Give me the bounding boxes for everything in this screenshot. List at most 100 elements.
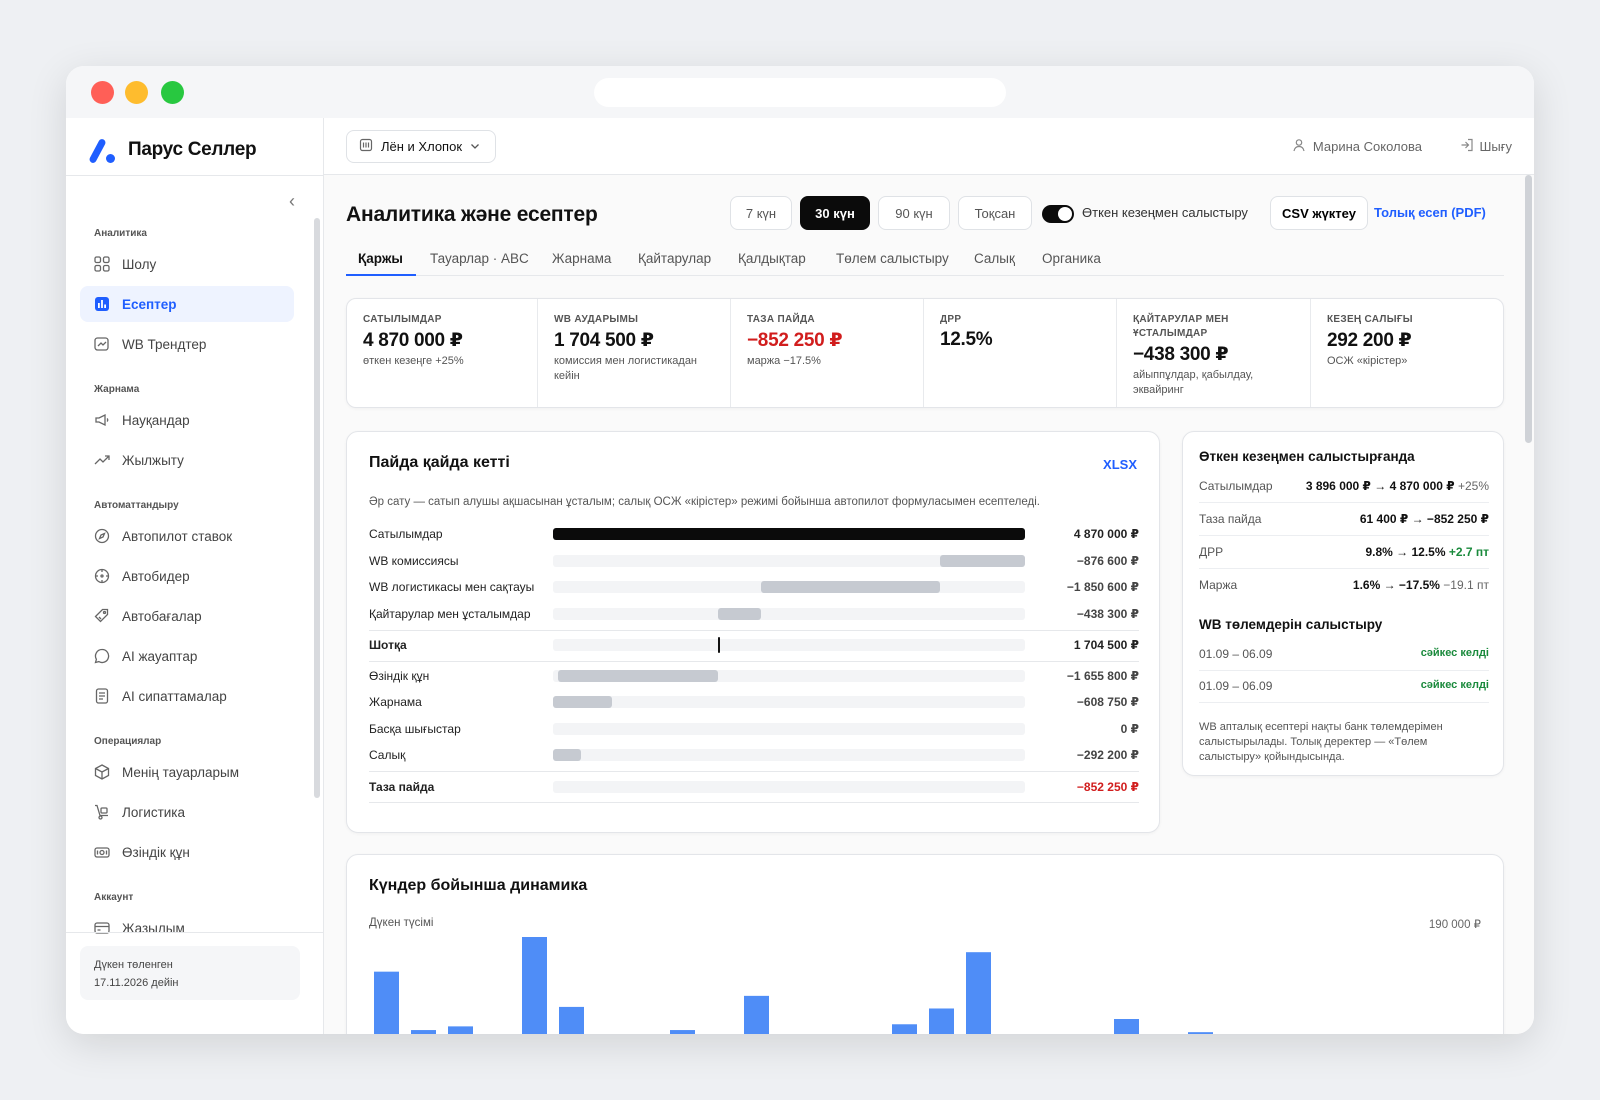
payment-row: 01.09 – 06.09 сәйкес келді <box>1199 638 1489 671</box>
sidebar-item-my-products[interactable]: Менің тауарларым <box>80 754 294 790</box>
card-description: Әр сату — сатып алушы ақшасынан ұсталым;… <box>369 496 1040 508</box>
waterfall-row-label: Сатылымдар <box>369 527 443 541</box>
chart-bar[interactable] <box>892 1024 917 1034</box>
card-title: Пайда қайда кетті <box>369 454 510 471</box>
divider <box>369 661 1139 662</box>
full-report-pdf-link[interactable]: Толық есеп (PDF) <box>1374 205 1486 220</box>
chart-bar[interactable] <box>522 937 547 1034</box>
minimize-window-button[interactable] <box>125 81 148 104</box>
comparison-title: Өткен кезеңмен салыстырғанда <box>1199 449 1415 464</box>
sidebar-item-ai-descriptions[interactable]: AI сипаттамалар <box>80 678 294 714</box>
chart-bar[interactable] <box>1188 1032 1213 1034</box>
chart-bar[interactable] <box>374 971 399 1034</box>
period-7-days-button[interactable]: 7 күн <box>730 196 792 230</box>
compare-toggle[interactable] <box>1042 205 1074 223</box>
brand[interactable]: Парус Селлер <box>88 136 257 165</box>
comparison-metric: Маржа <box>1199 578 1238 592</box>
waterfall-row-amount: 4 870 000 ₽ <box>1073 527 1139 541</box>
close-window-button[interactable] <box>91 81 114 104</box>
comparison-change: 9.8% → 12.5% <box>1365 545 1446 559</box>
maximize-window-button[interactable] <box>161 81 184 104</box>
comparison-delta: −19.1 пт <box>1439 578 1489 592</box>
tab-payment-reconciliation[interactable]: Төлем салыстыру <box>836 251 949 266</box>
chart-bar[interactable] <box>1114 1019 1139 1034</box>
divider <box>369 802 1139 803</box>
collapse-sidebar-icon[interactable]: ‹ <box>289 191 295 211</box>
kpi-sub: өткен кезеңге +25% <box>363 355 464 367</box>
top-header: Лён и Хлопок Марина Соколова Шығу <box>324 118 1534 175</box>
csv-download-button[interactable]: CSV жүктеу <box>1270 196 1368 230</box>
main-scrollbar[interactable] <box>1525 175 1532 443</box>
waterfall-row: Басқа шығыстар 0 ₽ <box>369 716 1139 743</box>
sidebar-scrollbar[interactable] <box>314 218 320 798</box>
logout-button[interactable]: Шығу <box>1460 138 1512 155</box>
chart-bar[interactable] <box>411 1030 436 1034</box>
kpi-net-profit: ТАЗА ПАЙДА −852 250 ₽ маржа −17.5% <box>730 299 923 407</box>
tab-returns[interactable]: Қайтарулар <box>638 251 712 266</box>
waterfall-row: Таза пайда −852 250 ₽ <box>369 774 1139 801</box>
sidebar-item-overview[interactable]: Шолу <box>80 246 294 282</box>
tab-products-abc[interactable]: Тауарлар · ABC <box>430 251 529 266</box>
document-icon <box>94 688 110 704</box>
comparison-row: Сатылымдар 3 896 000 ₽ → 4 870 000 ₽ +25% <box>1199 470 1489 503</box>
comparison-change: 61 400 ₽ → −852 250 ₽ <box>1359 512 1489 526</box>
tab-organic[interactable]: Органика <box>1042 251 1101 266</box>
price-tag-icon <box>94 608 110 624</box>
waterfall-row: Өзіндік құн −1 655 800 ₽ <box>369 663 1139 690</box>
sidebar-item-subscription[interactable]: Жазылым <box>80 910 294 946</box>
sidebar-item-wb-trends[interactable]: WB Трендтер <box>80 326 294 362</box>
kpi-label: WB АУДАРЫМЫ <box>554 314 639 325</box>
period-90-days-button[interactable]: 90 күн <box>878 196 950 230</box>
waterfall-bar <box>553 696 612 708</box>
sidebar-item-logistics[interactable]: Логистика <box>80 794 294 830</box>
brand-name: Парус Селлер <box>128 139 257 160</box>
waterfall-row-amount: −1 850 600 ₽ <box>1066 580 1139 594</box>
grid-icon <box>94 256 110 272</box>
group-analytics-title: Аналитика <box>94 228 147 239</box>
address-bar[interactable] <box>594 78 1006 107</box>
chart-bar[interactable] <box>559 1006 584 1034</box>
chart-bar[interactable] <box>929 1008 954 1034</box>
period-30-days-button[interactable]: 30 күн <box>800 196 870 230</box>
sidebar-item-label: Автопилот ставок <box>122 528 233 544</box>
comparison-value: 1.6% → −17.5% −19.1 пт <box>1353 578 1489 592</box>
sidebar-item-autobidder[interactable]: Автобидер <box>80 558 294 594</box>
waterfall-row-amount: 1 704 500 ₽ <box>1073 638 1139 652</box>
chart-bar[interactable] <box>670 1030 695 1034</box>
waterfall-row-label: Өзіндік құн <box>369 669 430 683</box>
store-icon <box>359 138 373 155</box>
sidebar-item-cost-price[interactable]: Өзіндік құн <box>80 834 294 870</box>
comparison-row: Таза пайда 61 400 ₽ → −852 250 ₽ <box>1199 503 1489 536</box>
kpi-label: КЕЗЕҢ САЛЫҒЫ <box>1327 314 1413 325</box>
waterfall-row-amount: −852 250 ₽ <box>1076 780 1139 794</box>
kpi-value: 292 200 ₽ <box>1327 330 1412 351</box>
kpi-label: САТЫЛЫМДАР <box>363 314 442 325</box>
waterfall-track <box>553 723 1025 735</box>
sidebar-item-promotion[interactable]: Жылжыту <box>80 442 294 478</box>
comparison-change: 3 896 000 ₽ → 4 870 000 ₽ <box>1305 479 1455 493</box>
waterfall-row: WB комиссиясы −876 600 ₽ <box>369 548 1139 575</box>
sidebar-item-bid-autopilot[interactable]: Автопилот ставок <box>80 518 294 554</box>
waterfall-bar <box>553 749 582 761</box>
store-select[interactable]: Лён и Хлопок <box>346 130 496 163</box>
chart-bar[interactable] <box>744 995 769 1034</box>
user-menu[interactable]: Марина Соколова <box>1292 138 1422 155</box>
kpi-sub: айыппұлдар, қабылдау, эквайринг <box>1133 369 1254 396</box>
chart-bar[interactable] <box>448 1026 473 1034</box>
sidebar-item-reports[interactable]: Есептер <box>80 286 294 322</box>
tab-stock[interactable]: Қалдықтар <box>738 251 806 266</box>
group-operations-title: Операциялар <box>94 736 162 747</box>
sidebar-item-label: AI сипаттамалар <box>122 688 227 704</box>
xlsx-export-link[interactable]: XLSX <box>1103 457 1137 472</box>
sidebar-item-campaigns[interactable]: Науқандар <box>80 402 294 438</box>
tab-tax[interactable]: Салық <box>974 251 1015 266</box>
waterfall-track <box>553 637 1025 653</box>
chart-bar[interactable] <box>966 952 991 1034</box>
tab-finance[interactable]: Қаржы <box>358 251 403 266</box>
tab-advertising[interactable]: Жарнама <box>552 251 612 266</box>
kpi-value: 1 704 500 ₽ <box>554 330 654 351</box>
sidebar-item-autoprices[interactable]: Автобағалар <box>80 598 294 634</box>
sidebar-item-ai-replies[interactable]: AI жауаптар <box>80 638 294 674</box>
app-window: Парус Селлер ‹ Аналитика Шолу Есептер WB… <box>66 66 1534 1034</box>
period-quarter-button[interactable]: Тоқсан <box>958 196 1032 230</box>
